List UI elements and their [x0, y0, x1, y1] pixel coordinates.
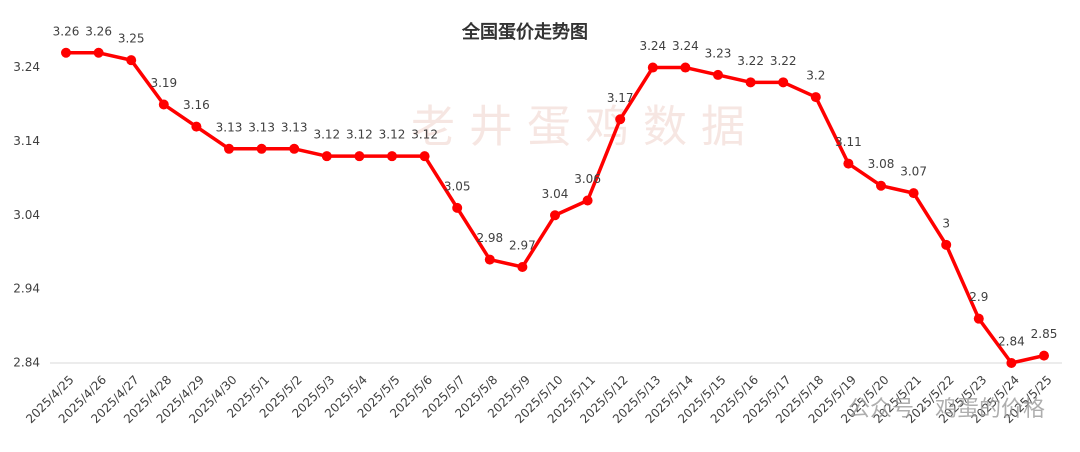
point: [908, 188, 919, 199]
point: [1006, 358, 1017, 368]
point: [582, 195, 593, 206]
point: [224, 143, 234, 154]
data-label: 3.07: [900, 165, 927, 179]
point: [1039, 350, 1049, 361]
data-label: 3: [942, 216, 950, 230]
data-label: 2.85: [1031, 327, 1058, 341]
point: [745, 77, 756, 88]
point: [191, 121, 202, 132]
point: [550, 210, 560, 221]
data-label: 3.24: [639, 39, 666, 53]
data-label: 3.25: [118, 32, 145, 46]
point: [713, 69, 723, 80]
y-tick-label: 3.24: [13, 60, 40, 74]
y-tick-label: 3.04: [13, 208, 40, 222]
data-label: 3.04: [542, 187, 569, 201]
data-label: 3.22: [737, 54, 764, 68]
y-tick-label: 2.84: [13, 356, 40, 370]
point: [126, 55, 137, 66]
y-tick-label: 3.14: [13, 134, 40, 148]
watermark: 公众号 · 鸡蛋的价格: [848, 397, 1045, 422]
data-label: 2.9: [969, 290, 988, 304]
data-label: 2.97: [509, 238, 536, 252]
point: [941, 239, 952, 250]
point: [517, 261, 528, 272]
data-label: 3.12: [379, 128, 406, 142]
data-label: 3.22: [770, 54, 797, 68]
point: [93, 47, 104, 58]
data-label: 3.2: [806, 69, 825, 83]
data-label: 3.13: [216, 120, 243, 134]
point: [615, 114, 626, 125]
point: [387, 151, 397, 162]
data-label: 3.26: [53, 24, 80, 38]
point: [158, 99, 169, 110]
data-label: 3.16: [183, 98, 210, 112]
point: [876, 180, 886, 191]
point: [289, 143, 300, 154]
point: [647, 62, 658, 73]
data-label: 3.12: [313, 128, 340, 142]
point: [61, 47, 71, 58]
point: [778, 77, 789, 88]
data-label: 3.08: [868, 157, 895, 171]
data-label: 3.19: [150, 76, 177, 90]
point: [973, 313, 984, 324]
data-label: 3.17: [607, 91, 634, 105]
data-label: 2.98: [476, 231, 503, 245]
data-label: 2.84: [998, 335, 1025, 349]
data-label: 3.13: [281, 120, 308, 134]
point: [256, 143, 267, 154]
point: [419, 151, 430, 162]
data-label: 3.12: [411, 128, 438, 142]
y-tick-label: 2.94: [13, 282, 40, 296]
data-label: 3.06: [574, 172, 601, 186]
data-label: 3.24: [672, 39, 699, 53]
data-label: 3.26: [85, 24, 112, 38]
point: [321, 151, 332, 162]
data-label: 3.13: [248, 120, 275, 134]
point: [354, 151, 365, 162]
data-label: 3.23: [705, 46, 732, 60]
watermark: 老井蛋鸡数据: [411, 102, 759, 153]
data-label: 3.05: [444, 179, 471, 193]
chart-title: 全国蛋价走势图: [461, 21, 588, 43]
point: [680, 62, 691, 73]
point: [452, 202, 463, 213]
data-label: 3.11: [835, 135, 862, 149]
point: [484, 254, 495, 265]
data-label: 3.12: [346, 128, 373, 142]
point: [843, 158, 854, 169]
point: [810, 92, 821, 103]
